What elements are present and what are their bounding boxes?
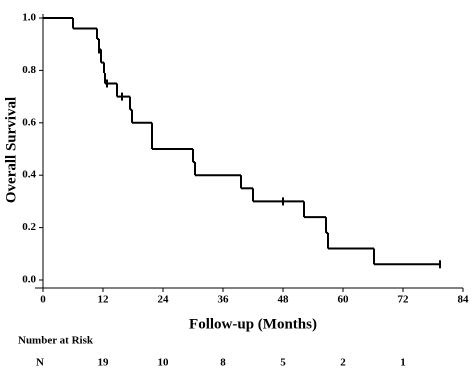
x-tick-label: 12 xyxy=(98,294,110,306)
y-tick-label: 1.0 xyxy=(22,12,36,24)
x-tick-label: 72 xyxy=(398,294,410,306)
x-tick-label: 60 xyxy=(338,294,350,306)
y-tick-label: 0.6 xyxy=(22,116,36,128)
risk-count: 10 xyxy=(158,357,170,369)
y-tick-label: 0.4 xyxy=(22,169,36,181)
x-axis-title: Follow-up (Months) xyxy=(189,316,317,332)
y-tick-label: 0.2 xyxy=(22,221,36,233)
risk-count: 1 xyxy=(400,357,406,369)
x-tick-label: 24 xyxy=(158,294,170,306)
x-tick-label: 48 xyxy=(278,294,290,306)
y-tick-label: 0.0 xyxy=(22,274,36,286)
y-tick-label: 0.8 xyxy=(22,64,36,76)
risk-count: 2 xyxy=(340,357,346,369)
risk-row-label: N xyxy=(36,357,44,369)
risk-count: 5 xyxy=(280,357,286,369)
risk-table-title: Number at Risk xyxy=(18,335,94,347)
risk-count: 8 xyxy=(220,357,226,369)
risk-count: 19 xyxy=(98,357,110,369)
x-tick-label: 84 xyxy=(458,294,470,306)
x-tick-label: 0 xyxy=(40,294,46,306)
x-tick-label: 36 xyxy=(218,294,230,306)
y-axis-title: Overall Survival xyxy=(3,97,19,203)
